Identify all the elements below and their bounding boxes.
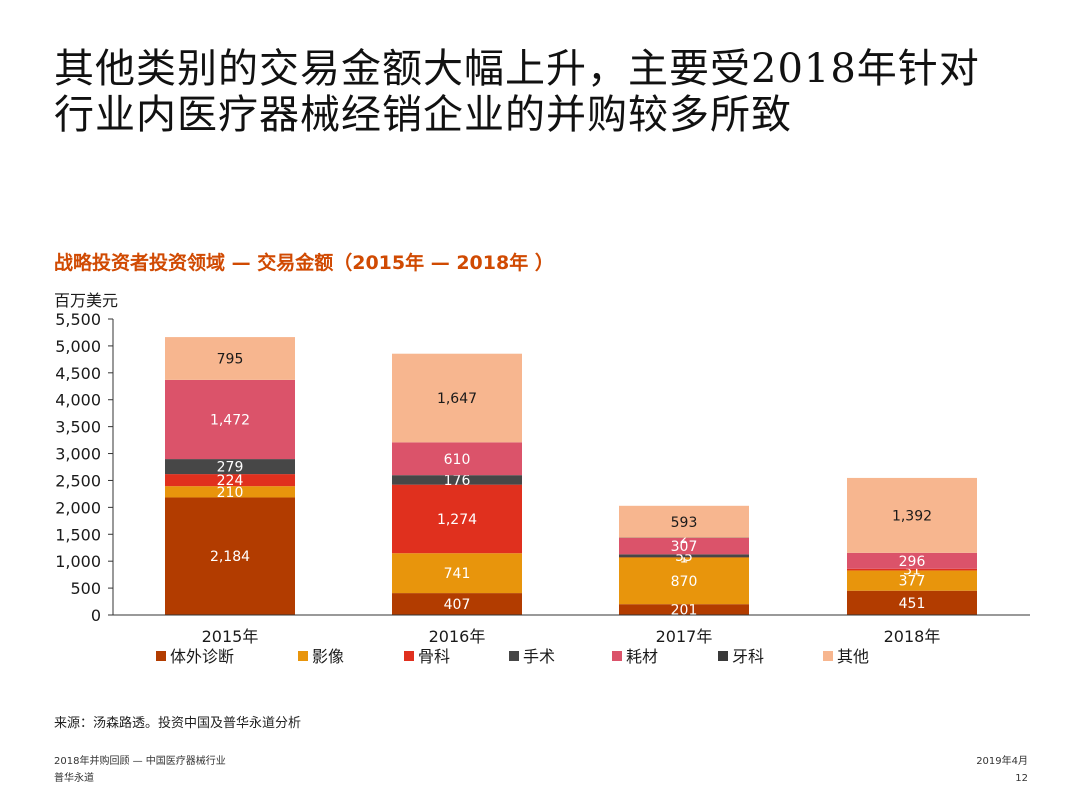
data-label: 296 — [899, 554, 926, 570]
legend-swatch — [612, 651, 622, 661]
data-label: 210 — [217, 485, 244, 501]
y-tick-label: 4,500 — [55, 364, 101, 383]
headline: 其他类别的交易金额大幅上升，主要受2018年针对 行业内医疗器械经销企业的并购较… — [54, 46, 1044, 138]
bar-segment — [619, 537, 749, 555]
bar-segment — [619, 505, 749, 538]
legend-swatch — [404, 651, 414, 661]
data-label: 1 — [680, 550, 689, 566]
y-tick-label: 5,500 — [55, 310, 101, 329]
stacked-bar-chart: 0 500 1,000 1,500 2,000 2,500 3,000 3,500 4,000 4… — [55, 310, 1030, 666]
data-label: 279 — [217, 460, 244, 476]
legend-label: 牙科 — [732, 647, 764, 666]
legend-swatch — [823, 651, 833, 661]
data-label: 451 — [899, 596, 926, 612]
y-tick-label: 0 — [91, 606, 101, 625]
bar-segment — [619, 557, 749, 605]
y-tick-label: 1,000 — [55, 552, 101, 571]
footer-left: 2018年并购回顾 — 中国医疗器械行业 普华永道 — [54, 753, 226, 787]
bar-segment — [619, 554, 749, 558]
bar-segment — [392, 353, 522, 443]
data-label: 1,274 — [437, 512, 477, 528]
data-label: 407 — [444, 597, 471, 613]
bar-segment — [165, 337, 295, 380]
bar-segment — [847, 568, 977, 571]
footer-page-number: 12 — [1015, 773, 1028, 784]
x-tick-label: 2016年 — [429, 627, 486, 646]
headline-line-2: 行业内医疗器械经销企业的并购较多所致 — [54, 92, 792, 138]
bar-segment — [847, 477, 977, 553]
y-tick-label: 2,000 — [55, 498, 101, 517]
bar-segment — [165, 497, 295, 615]
data-label: 1,472 — [210, 412, 250, 428]
x-tick-label: 2015年 — [202, 627, 259, 646]
bar-segment — [619, 604, 749, 615]
data-label: 201 — [671, 603, 698, 619]
data-label: 2 — [680, 531, 689, 547]
x-tick-label: 2017年 — [656, 627, 713, 646]
bar-segment — [392, 442, 522, 476]
bar-segment — [392, 484, 522, 554]
data-label: 224 — [217, 473, 244, 489]
legend-label: 其他 — [837, 647, 869, 666]
legend-swatch — [718, 651, 728, 661]
legend-swatch — [298, 651, 308, 661]
legend-label: 体外诊断 — [170, 647, 234, 666]
y-tick-label: 4,000 — [55, 391, 101, 410]
footer-date: 2019年4月 — [976, 756, 1028, 767]
bar-segment — [165, 459, 295, 475]
data-label: 593 — [671, 515, 698, 531]
bar-segment — [165, 486, 295, 498]
data-label: 176 — [444, 473, 471, 489]
x-tick-label: 2018年 — [884, 627, 941, 646]
bar-segment — [165, 379, 295, 460]
y-tick-label: 5,000 — [55, 337, 101, 356]
data-label: 870 — [671, 574, 698, 590]
footer-report-title: 2018年并购回顾 — 中国医疗器械行业 — [54, 756, 226, 767]
bar-segment — [847, 590, 977, 615]
bar-segment — [847, 570, 977, 591]
legend-label: 骨科 — [418, 647, 450, 666]
bar-segment — [165, 474, 295, 487]
data-label: 377 — [899, 574, 926, 590]
chart-title: 战略投资者投资领域 — 交易金额（2015年 — 2018年 ） — [54, 252, 554, 274]
footer-company: 普华永道 — [54, 773, 94, 784]
data-label: 2,184 — [210, 549, 250, 565]
y-unit-label: 百万美元 — [54, 291, 119, 310]
y-tick-label: 3,500 — [55, 418, 101, 437]
bar-segment — [847, 552, 977, 569]
legend-label: 手术 — [523, 647, 555, 666]
bar-segment — [392, 593, 522, 615]
data-label: 610 — [444, 452, 471, 468]
legend-swatch — [509, 651, 519, 661]
footer-right: 2019年4月 12 — [976, 753, 1028, 787]
y-tick-label: 2,500 — [55, 471, 101, 490]
legend-label: 影像 — [312, 647, 344, 666]
data-label: 307 — [671, 539, 698, 555]
legend-swatch — [156, 651, 166, 661]
source-note: 来源：汤森路透。投资中国及普华永道分析 — [54, 716, 302, 731]
data-label: 795 — [217, 351, 244, 367]
bar-segment — [392, 475, 522, 485]
legend-label: 耗材 — [626, 647, 658, 666]
y-tick-label: 1,500 — [55, 525, 101, 544]
y-tick-label: 500 — [70, 579, 101, 598]
y-tick-label: 3,000 — [55, 445, 101, 464]
data-label: 1,392 — [892, 508, 932, 524]
data-label: 741 — [444, 566, 471, 582]
headline-line-1: 其他类别的交易金额大幅上升，主要受2018年针对 — [54, 46, 980, 92]
data-label: 1,647 — [437, 391, 477, 407]
bar-segment — [392, 553, 522, 594]
